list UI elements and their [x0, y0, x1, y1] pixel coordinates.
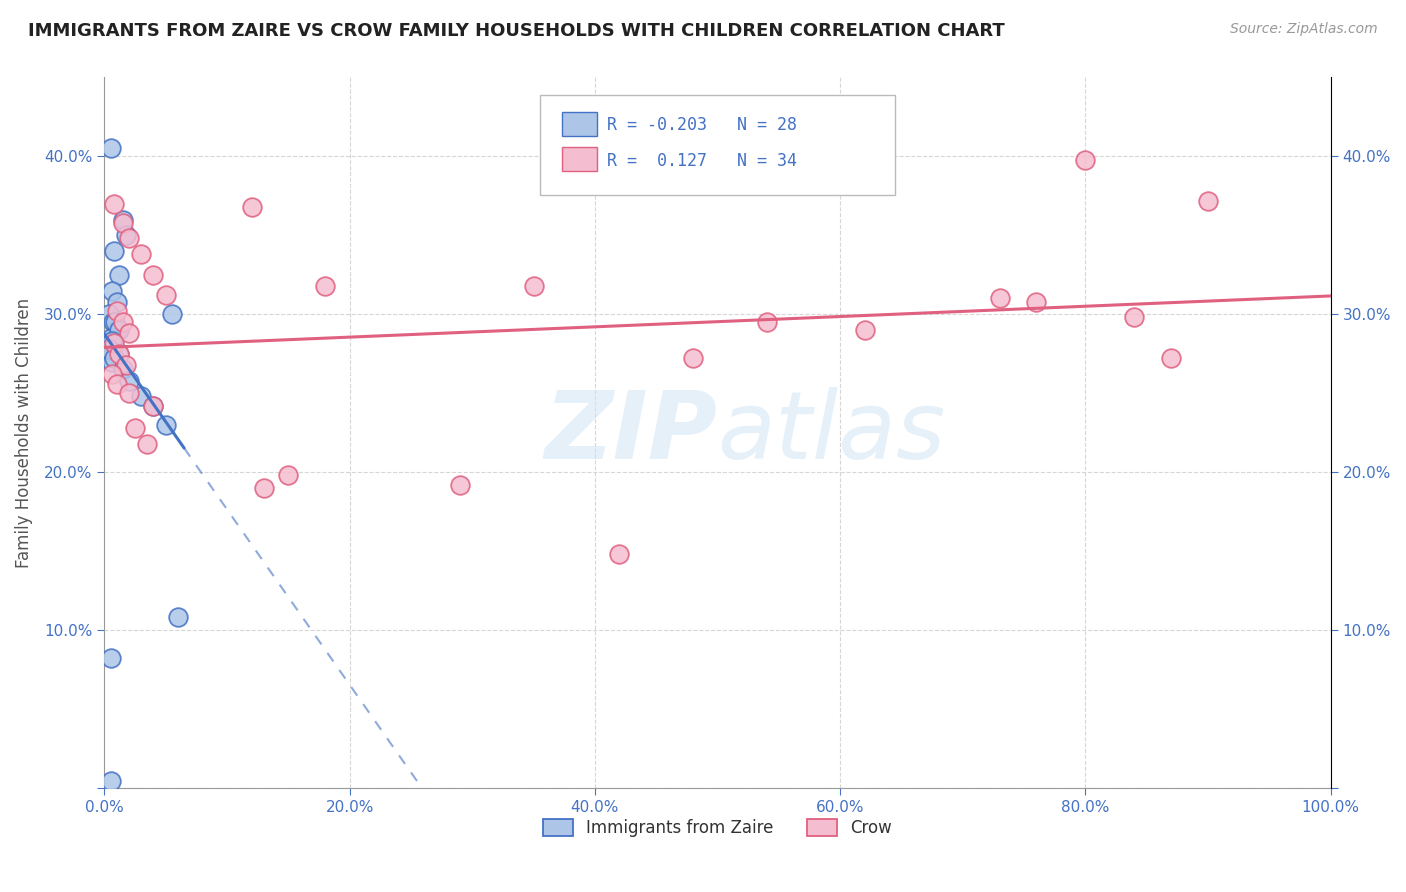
- Text: ZIP: ZIP: [544, 386, 717, 479]
- Point: [755, 315, 778, 329]
- Point: [449, 477, 471, 491]
- Point: [105, 304, 128, 318]
- Point: [129, 247, 152, 261]
- Point: [103, 335, 125, 350]
- Point: [240, 200, 263, 214]
- Text: R =  0.127   N = 34: R = 0.127 N = 34: [607, 152, 797, 169]
- Point: [1197, 194, 1219, 208]
- Point: [115, 228, 138, 243]
- Point: [1025, 294, 1047, 309]
- FancyBboxPatch shape: [562, 112, 598, 136]
- FancyBboxPatch shape: [540, 95, 896, 194]
- Point: [103, 244, 125, 258]
- Point: [108, 346, 131, 360]
- Point: [118, 374, 141, 388]
- Point: [253, 481, 276, 495]
- Point: [314, 278, 336, 293]
- Point: [142, 268, 165, 282]
- Point: [98, 342, 121, 356]
- Point: [104, 315, 127, 329]
- Y-axis label: Family Households with Children: Family Households with Children: [15, 298, 32, 567]
- Point: [609, 547, 631, 561]
- Point: [105, 294, 128, 309]
- Text: IMMIGRANTS FROM ZAIRE VS CROW FAMILY HOUSEHOLDS WITH CHILDREN CORRELATION CHART: IMMIGRANTS FROM ZAIRE VS CROW FAMILY HOU…: [28, 22, 1005, 40]
- Point: [108, 323, 131, 337]
- Point: [100, 367, 122, 381]
- Point: [167, 610, 190, 624]
- Point: [111, 216, 134, 230]
- Point: [100, 334, 122, 348]
- Point: [142, 399, 165, 413]
- Point: [108, 346, 131, 360]
- Legend: Immigrants from Zaire, Crow: Immigrants from Zaire, Crow: [536, 812, 898, 843]
- Point: [100, 331, 122, 345]
- Point: [160, 307, 183, 321]
- Point: [115, 358, 138, 372]
- Point: [98, 307, 121, 321]
- Point: [103, 339, 125, 353]
- Point: [124, 421, 146, 435]
- Text: Source: ZipAtlas.com: Source: ZipAtlas.com: [1230, 22, 1378, 37]
- Point: [103, 196, 125, 211]
- Point: [155, 417, 177, 432]
- Point: [155, 288, 177, 302]
- Point: [1123, 310, 1146, 325]
- Point: [853, 323, 876, 337]
- Text: R = -0.203   N = 28: R = -0.203 N = 28: [607, 116, 797, 134]
- Point: [108, 268, 131, 282]
- Point: [100, 774, 122, 789]
- Point: [100, 284, 122, 298]
- Point: [111, 315, 134, 329]
- Point: [100, 141, 122, 155]
- Point: [105, 323, 128, 337]
- FancyBboxPatch shape: [562, 147, 598, 171]
- Point: [118, 326, 141, 340]
- Point: [129, 389, 152, 403]
- Point: [277, 468, 299, 483]
- Point: [103, 351, 125, 366]
- Point: [1160, 351, 1182, 366]
- Point: [142, 399, 165, 413]
- Point: [100, 354, 122, 368]
- Point: [988, 292, 1011, 306]
- Point: [111, 212, 134, 227]
- Point: [1074, 153, 1097, 167]
- Text: atlas: atlas: [717, 387, 946, 478]
- Point: [136, 436, 159, 450]
- Point: [118, 231, 141, 245]
- Point: [111, 362, 134, 376]
- Point: [118, 386, 141, 401]
- Point: [682, 351, 704, 366]
- Point: [523, 278, 546, 293]
- Point: [105, 376, 128, 391]
- Point: [101, 315, 124, 329]
- Point: [100, 651, 122, 665]
